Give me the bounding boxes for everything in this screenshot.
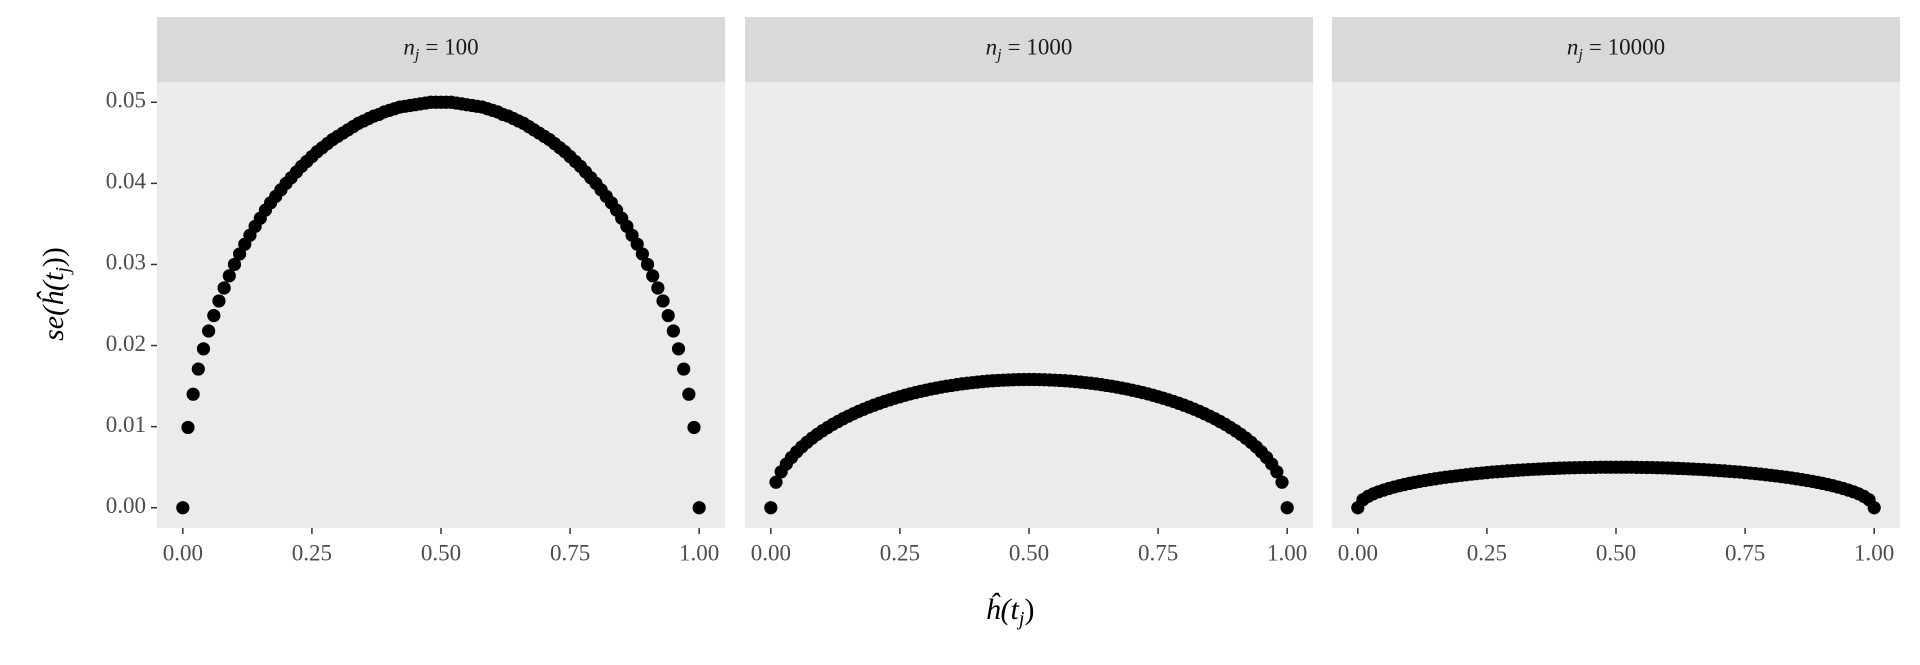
strip-symbol: n [1567,35,1579,60]
x-axis-title-close: ) [1024,593,1034,626]
point [635,247,649,261]
y-tick-label: 0.03 [106,250,146,275]
strip-label: nj = 10000 [1567,35,1665,63]
y-tick-label: 0.02 [106,331,146,356]
x-tick-label: 0.50 [421,540,461,565]
point [217,281,231,295]
y-axis-title-close: )) [37,247,70,267]
strip [1332,17,1900,82]
strip-text: = 1000 [1008,35,1073,60]
point [176,501,190,515]
y-tick-label: 0.01 [106,412,146,437]
point [661,308,675,323]
y-tick-label: 0.05 [106,88,146,113]
point [196,342,211,356]
point [630,237,644,251]
point [682,387,696,401]
strip-label: nj = 1000 [986,35,1073,63]
point [646,269,660,283]
strip-subscript: j [413,46,420,63]
strip-text: = 10000 [1589,35,1665,60]
x-axis-title: ĥ(tj) [986,593,1035,630]
x-axis-title-text: ĥ(t [986,593,1020,626]
point [186,387,200,401]
y-tick-label: 0.00 [106,493,146,518]
point [651,281,665,295]
y-axis-title-text: se(ĥ(t [37,272,70,341]
x-tick-label: 1.00 [1267,540,1307,565]
x-tick-label: 1.00 [1854,540,1894,565]
point [1867,501,1881,515]
point [769,475,783,489]
point [1280,501,1294,515]
point [656,294,670,308]
strip-subscript: j [1576,46,1583,63]
point [692,501,706,515]
x-tick-label: 0.75 [1725,540,1765,565]
point [207,308,221,323]
x-axis-title-subscript: j [1016,608,1025,630]
x-tick-label: 0.00 [1338,540,1378,565]
x-tick-label: 0.75 [1138,540,1178,565]
point [181,420,195,435]
x-tick-label: 0.00 [163,540,203,565]
point [687,420,701,435]
point [764,501,778,515]
x-tick-label: 0.50 [1596,540,1636,565]
y-tick-label: 0.04 [106,169,147,194]
strip-text: = 100 [425,35,478,60]
point [202,324,216,338]
y-axis-title-subscript: j [52,267,74,276]
panel-background [1332,82,1900,528]
x-tick-label: 0.75 [550,540,590,565]
point [1270,465,1284,479]
point [212,294,226,308]
point [227,257,242,272]
point [1275,475,1289,489]
point [671,342,686,356]
point [191,362,205,376]
x-tick-label: 0.25 [292,540,332,565]
strip-subscript: j [995,46,1002,63]
x-tick-label: 1.00 [679,540,719,565]
x-tick-label: 0.25 [1467,540,1507,565]
point [677,362,691,376]
point [233,247,247,261]
panel-background [157,82,725,528]
x-tick-label: 0.25 [880,540,920,565]
strip-label: nj = 100 [403,35,478,63]
point [640,257,655,272]
strip-symbol: n [403,35,415,60]
y-axis-title: se(ĥ(tj)) [37,247,74,341]
x-tick-label: 0.50 [1009,540,1049,565]
point [666,324,680,338]
x-tick-label: 0.00 [751,540,791,565]
strip [745,17,1313,82]
strip-symbol: n [986,35,998,60]
point [222,269,236,283]
panel-background [745,82,1313,528]
strip [157,17,725,82]
